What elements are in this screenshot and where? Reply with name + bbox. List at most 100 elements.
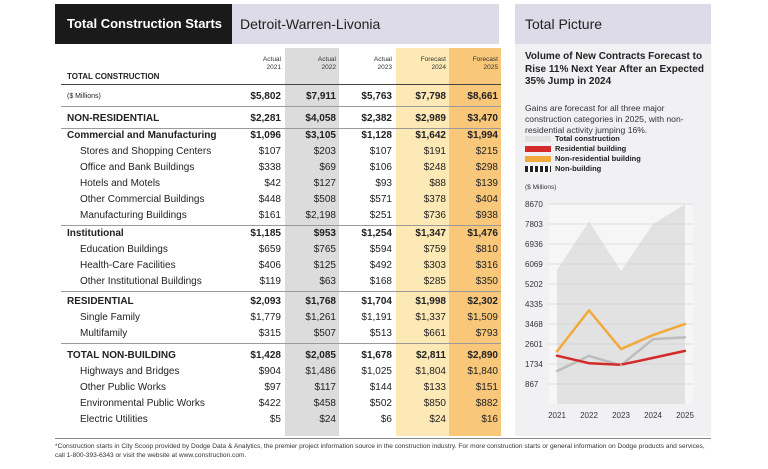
panel-title: Total Picture [515, 4, 711, 44]
cell-value: $458 [313, 398, 336, 409]
y-tick-label: 6069 [525, 260, 543, 269]
cell-value: $406 [258, 260, 281, 271]
row-label: Hotels and Motels [80, 178, 161, 189]
chart-subtext: Gains are forecast for all three major c… [525, 103, 684, 135]
cell-value: $7,798 [415, 91, 446, 102]
y-tick-label: 7803 [525, 220, 543, 229]
cell-value: $793 [475, 328, 498, 339]
cell-value: $350 [475, 276, 498, 287]
table-row: Environmental Public Works $422 $458 $502 $8… [55, 396, 501, 412]
cell-value: $5,802 [250, 91, 281, 102]
column-highlight-2024 [396, 48, 449, 436]
row-label: Environmental Public Works [80, 398, 205, 409]
table-row: Stores and Shopping Centers $107 $203 $107 $… [55, 144, 501, 160]
row-label: Single Family [80, 312, 141, 323]
row-label: Highways and Bridges [80, 366, 180, 377]
cell-value: $7,911 [305, 91, 336, 102]
cell-value: $69 [319, 162, 336, 173]
data-point [555, 354, 559, 357]
x-tick-label: 2022 [580, 411, 598, 420]
row-label: Other Public Works [80, 382, 166, 393]
table-row: RESIDENTIAL $2,093 $1,768 $1,704 $1,998 $2,30… [55, 294, 501, 310]
row-label: NON-RESIDENTIAL [67, 113, 160, 124]
cell-value: $502 [369, 398, 392, 409]
cell-value: $882 [475, 398, 498, 409]
y-tick-label: 867 [525, 380, 539, 389]
cell-value: $1,998 [415, 296, 446, 307]
row-label: Stores and Shopping Centers [80, 146, 212, 157]
cell-value: $6 [380, 414, 392, 425]
row-label: Education Buildings [80, 244, 168, 255]
cell-value: $125 [313, 260, 336, 271]
legend-label-residential: Residential building [555, 144, 627, 153]
cell-value: $168 [369, 276, 392, 287]
cell-value: $161 [258, 210, 281, 221]
table-first-header: TOTAL CONSTRUCTION [67, 72, 160, 81]
table-row: Hotels and Motels $42 $127 $93 $88 $139 [55, 176, 501, 192]
row-divider [61, 291, 501, 292]
x-tick-label: 2024 [644, 411, 662, 420]
cell-value: $16 [481, 414, 498, 425]
table-row: Other Institutional Buildings $119 $63 $168… [55, 274, 501, 290]
cell-value: $422 [258, 398, 281, 409]
row-label: Commercial and Manufacturing [67, 130, 217, 141]
cell-value: $2,302 [467, 296, 498, 307]
data-point [555, 369, 559, 373]
column-header-year: 2023 [377, 64, 392, 71]
cell-value: $904 [258, 366, 281, 377]
row-label: Institutional [67, 228, 124, 239]
cell-value: $5,763 [361, 91, 392, 102]
cell-value: $203 [313, 146, 336, 157]
cell-value: $93 [375, 178, 392, 189]
table-row: Single Family $1,779 $1,261 $1,191 $1,337 $1,… [55, 310, 501, 326]
y-tick-label: 6936 [525, 240, 543, 249]
cell-value: $106 [369, 162, 392, 173]
cell-value: $2,281 [250, 113, 281, 124]
column-highlight-2025 [449, 48, 501, 436]
cell-value: $63 [319, 276, 336, 287]
table-row: ($ Millions) $5,802 $7,911 $5,763 $7,798 $8,6… [55, 89, 501, 105]
data-point [587, 362, 591, 365]
data-point [619, 364, 623, 367]
row-label: Manufacturing Buildings [80, 210, 187, 221]
cell-value: $1,678 [361, 350, 392, 361]
cell-value: $1,185 [250, 228, 281, 239]
cell-value: $1,768 [305, 296, 336, 307]
cell-value: $1,428 [250, 350, 281, 361]
cell-value: $215 [475, 146, 498, 157]
data-point [683, 322, 687, 326]
cell-value: $285 [423, 276, 446, 287]
legend-swatch-total [525, 136, 551, 142]
row-divider [61, 225, 501, 226]
column-header-year: 2022 [321, 64, 336, 71]
cell-value: $151 [475, 382, 498, 393]
column-header-type: Forecast [472, 56, 498, 63]
cell-value: $3,470 [467, 113, 498, 124]
y-axis-units: ($ Millions) [525, 184, 557, 191]
table-row: Institutional $1,185 $953 $1,254 $1,347 $1,47… [55, 226, 501, 242]
column-header-type: Actual [317, 56, 336, 63]
column-header-2024: Forecast 2024 [396, 56, 446, 72]
row-label: Electric Utilities [80, 414, 148, 425]
cell-value: $97 [264, 382, 281, 393]
row-label: Other Commercial Buildings [80, 194, 205, 205]
cell-value: $1,642 [415, 130, 446, 141]
column-highlight-2022 [285, 48, 339, 436]
cell-value: $2,093 [250, 296, 281, 307]
cell-value: $88 [429, 178, 446, 189]
table-row: Commercial and Manufacturing $1,096 $3,105… [55, 128, 501, 144]
line-chart: 8670 7803 6936 6069 5202 4335 3468 2601 1734 867 2… [525, 200, 694, 420]
cell-value: $810 [475, 244, 498, 255]
row-divider [61, 128, 501, 129]
footnote: *Construction starts in City Scoop provi… [55, 443, 705, 459]
row-divider [61, 343, 501, 344]
data-point [651, 333, 655, 337]
legend-swatch-nonresidential [525, 156, 551, 162]
column-header-2022: Actual 2022 [286, 56, 336, 72]
column-header-type: Forecast [420, 56, 446, 63]
cell-value: $507 [313, 328, 336, 339]
cell-value: $1,779 [250, 312, 281, 323]
legend-swatch-residential [525, 146, 551, 152]
cell-value: $107 [258, 146, 281, 157]
cell-value: $404 [475, 194, 498, 205]
